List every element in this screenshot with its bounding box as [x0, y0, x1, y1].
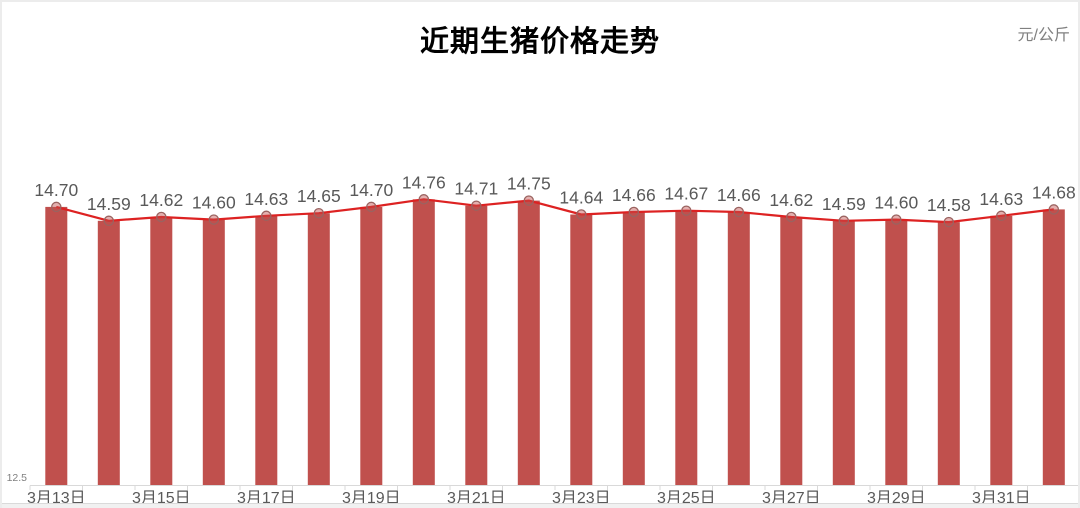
data-point-marker — [838, 215, 850, 227]
bar — [150, 217, 173, 485]
x-axis-label: 3月27日 — [762, 490, 821, 507]
data-label: 14.70 — [34, 180, 78, 200]
bar — [727, 212, 750, 485]
data-point-marker — [261, 210, 272, 222]
bar — [412, 199, 435, 486]
bar — [675, 210, 698, 485]
bar — [360, 206, 383, 485]
data-point-marker — [996, 210, 1007, 222]
y-axis-min-label: 12.5 — [7, 472, 28, 484]
x-axis-label: 3月17日 — [237, 490, 296, 507]
bar — [622, 212, 645, 485]
data-label: 14.75 — [507, 174, 551, 194]
bar — [570, 214, 593, 485]
x-axis-label: 3月15日 — [132, 490, 191, 507]
data-point-marker — [471, 200, 482, 211]
bar — [990, 215, 1013, 486]
data-point-marker — [366, 201, 377, 213]
x-axis-label: 3月19日 — [342, 490, 401, 507]
data-point-marker — [523, 195, 535, 206]
data-label: 14.65 — [297, 186, 341, 206]
data-point-marker — [576, 209, 587, 220]
data-point-marker — [103, 215, 115, 227]
x-axis-label: 3月21日 — [447, 490, 506, 507]
data-point-marker — [313, 207, 325, 219]
bar — [202, 219, 225, 485]
data-label: 14.64 — [559, 188, 603, 208]
data-label: 14.63 — [979, 189, 1023, 209]
bar — [832, 220, 855, 486]
bar — [780, 217, 803, 485]
data-label: 14.63 — [244, 189, 288, 209]
data-label: 14.59 — [87, 194, 131, 214]
data-label: 14.58 — [927, 195, 971, 215]
data-label: 14.68 — [1032, 182, 1076, 202]
bar — [885, 219, 908, 485]
x-axis-label: 3月25日 — [657, 490, 716, 507]
data-label: 14.66 — [612, 185, 656, 205]
chart-title: 近期生猪价格走势 — [419, 26, 660, 58]
x-axis-label: 3月23日 — [552, 490, 611, 507]
bar — [45, 206, 68, 485]
data-point-marker — [786, 211, 797, 223]
unit-label: 元/公斤 — [1017, 27, 1070, 44]
data-point-marker — [51, 201, 62, 213]
data-label: 14.62 — [139, 190, 183, 210]
data-point-marker — [156, 211, 167, 223]
bar — [307, 213, 330, 485]
data-point-marker — [891, 214, 902, 225]
data-label: 14.67 — [664, 184, 708, 204]
data-point-marker — [943, 216, 955, 228]
data-label: 14.66 — [717, 185, 761, 205]
bar — [517, 200, 540, 485]
data-point-marker — [1048, 204, 1060, 215]
bar — [937, 222, 960, 485]
bar — [97, 220, 120, 486]
data-label: 14.76 — [402, 172, 446, 192]
bar — [1042, 209, 1065, 485]
data-label: 14.60 — [192, 193, 236, 213]
data-label: 14.71 — [454, 179, 498, 199]
bar — [255, 215, 278, 486]
data-label: 14.62 — [769, 190, 813, 210]
data-point-marker — [733, 206, 745, 218]
x-axis-label: 3月29日 — [867, 490, 926, 507]
data-point-marker — [628, 206, 640, 218]
data-point-marker — [208, 214, 220, 225]
data-point-marker — [681, 205, 692, 216]
x-axis-label: 3月13日 — [27, 490, 86, 507]
data-label: 14.70 — [349, 180, 393, 200]
bar — [465, 205, 488, 485]
data-label: 14.59 — [822, 194, 866, 214]
data-label: 14.60 — [874, 193, 918, 213]
x-axis-label: 3月31日 — [972, 490, 1031, 507]
bottom-edge-strip — [2, 503, 1078, 508]
data-point-marker — [418, 194, 430, 205]
price-line — [56, 198, 1054, 224]
